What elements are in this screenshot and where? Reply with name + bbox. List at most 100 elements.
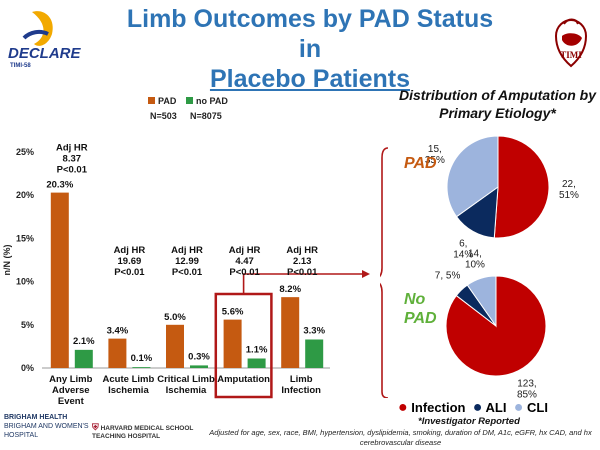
declare-logo: DECLARE TIMI-58 <box>8 11 81 69</box>
y-axis-label: n/N (%) <box>2 245 12 276</box>
harvard-logo: ⛨ HARVARD MEDICAL SCHOOL TEACHING HOSPIT… <box>92 423 207 441</box>
declare-logo-text: DECLARE <box>8 45 81 62</box>
y-tick-label: 25% <box>16 147 34 157</box>
bar-value-label-nopad: 0.3% <box>188 351 210 362</box>
y-tick-label: 10% <box>16 277 34 287</box>
legend-label-pad: PAD <box>158 96 177 106</box>
bar-value-label-pad: 20.3% <box>46 180 73 191</box>
title-line-2: Placebo Patients <box>209 65 411 93</box>
y-tick-label: 5% <box>21 320 34 330</box>
legend-dot-ali: ● <box>472 399 483 416</box>
pie-slice-label: 6, <box>459 238 467 249</box>
legend-swatch-nopad <box>186 97 193 104</box>
x-category-label: Ischemia <box>108 385 149 396</box>
timi-logo-text: TIMI <box>560 50 582 60</box>
bar-nopad <box>247 358 266 368</box>
pie-slice-label: 7, 5% <box>435 270 461 281</box>
adjustment-footnote: Adjusted for age, sex, race, BMI, hypert… <box>209 428 592 447</box>
x-category-label: Any Limb <box>49 374 92 385</box>
bar-nopad <box>74 349 93 368</box>
hr-annotation: Adj HR <box>286 245 318 256</box>
hr-annotation: P<0.01 <box>57 165 88 176</box>
hr-annotation: Adj HR <box>171 245 203 256</box>
y-tick-label: 20% <box>16 190 34 200</box>
pie-slice-label: 22, <box>562 179 576 190</box>
legend-dot-cli: ● <box>513 399 524 416</box>
bar-value-label-pad: 8.2% <box>279 284 301 295</box>
timi-logo: TIMI <box>554 18 588 68</box>
pie-group-label: PAD <box>404 155 437 172</box>
pie-legend: ● Infection ● ALI ● CLI <box>398 399 548 417</box>
pie-slice <box>446 135 499 218</box>
legend-n-nopad: N=8075 <box>190 111 222 121</box>
legend-ali: ALI <box>485 400 507 415</box>
hr-annotation: 12.99 <box>175 256 199 267</box>
connector-line <box>242 273 362 294</box>
declare-logo-sub: TIMI-58 <box>10 63 31 69</box>
hr-annotation: P<0.01 <box>172 267 203 278</box>
bar-value-label-pad: 5.6% <box>222 307 244 318</box>
hr-annotation: P<0.01 <box>229 267 260 278</box>
x-category-label: Critical Limb <box>157 374 215 385</box>
hr-annotation: 4.47 <box>235 256 254 267</box>
pie-title: Distribution of Amputation by Primary Et… <box>398 87 596 121</box>
y-tick-label: 15% <box>16 233 34 243</box>
x-category-label: Infection <box>281 385 321 396</box>
pie-slice-label: 35% <box>425 155 445 166</box>
bar-pad <box>50 192 69 368</box>
x-category-label: Limb <box>290 374 313 385</box>
y-tick-label: 0% <box>21 363 34 373</box>
x-category-label: Ischemia <box>166 385 207 396</box>
bar-pad <box>223 319 242 368</box>
connector-arrow-icon <box>362 270 370 278</box>
pie-slice-label: 51% <box>559 190 579 201</box>
pie-slice-label: 85% <box>517 389 537 398</box>
legend-infection: Infection <box>411 400 466 415</box>
x-category-label: Acute Limb <box>103 374 155 385</box>
x-category-label: Event <box>58 396 85 407</box>
hr-annotation: 2.13 <box>293 256 312 267</box>
bar-value-label-nopad: 0.1% <box>131 353 153 364</box>
hr-annotation: P<0.01 <box>287 267 318 278</box>
hr-annotation: Adj HR <box>56 143 88 154</box>
pie-group-label: PAD <box>404 310 437 327</box>
bracket <box>380 147 389 398</box>
pie-slice <box>493 135 550 239</box>
bar-pad <box>108 338 127 368</box>
x-category-label: Amputation <box>217 374 270 385</box>
bar-value-label-pad: 3.4% <box>107 326 129 337</box>
pie-slice-label: 10% <box>465 260 485 271</box>
legend-label-nopad: no PAD <box>196 96 228 106</box>
bar-value-label-nopad: 3.3% <box>303 325 325 336</box>
bar-value-label-nopad: 1.1% <box>246 344 268 355</box>
legend-dot-infection: ● <box>398 399 408 416</box>
hr-annotation: 8.37 <box>63 154 82 165</box>
brigham-line-1: BRIGHAM HEALTH <box>4 414 68 421</box>
legend-cli: CLI <box>527 400 548 415</box>
page-title: Limb Outcomes by PAD Status in Placebo P… <box>120 4 500 94</box>
harvard-text: HARVARD MEDICAL SCHOOL TEACHING HOSPITAL <box>92 425 194 440</box>
pie-group-label: No <box>404 291 426 308</box>
hr-annotation: Adj HR <box>229 245 261 256</box>
bar-value-label-nopad: 2.1% <box>73 336 95 347</box>
bar-nopad <box>190 365 208 368</box>
legend-swatch-pad <box>148 97 155 104</box>
hr-annotation: Adj HR <box>114 245 146 256</box>
bar-nopad <box>305 339 324 368</box>
pie-slice-label: 123, <box>517 378 536 389</box>
pie-slice-label: 15, <box>428 144 442 155</box>
x-category-label: Adverse <box>52 385 90 396</box>
bar-pad <box>166 324 184 368</box>
brigham-line-2: BRIGHAM AND WOMEN'S HOSPITAL <box>4 423 89 439</box>
legend-n-pad: N=503 <box>150 111 177 121</box>
harvard-shield-icon: ⛨ <box>92 422 99 432</box>
bar-value-label-pad: 5.0% <box>164 312 186 323</box>
pie-slice-label: 14% <box>453 249 473 260</box>
hr-annotation: 19.69 <box>118 256 142 267</box>
bar-nopad <box>132 367 151 368</box>
pie-slice <box>466 275 497 328</box>
declare-swoosh-icon <box>32 11 53 46</box>
pie-slice-label: 14, <box>468 249 482 260</box>
bar-pad <box>281 297 300 368</box>
